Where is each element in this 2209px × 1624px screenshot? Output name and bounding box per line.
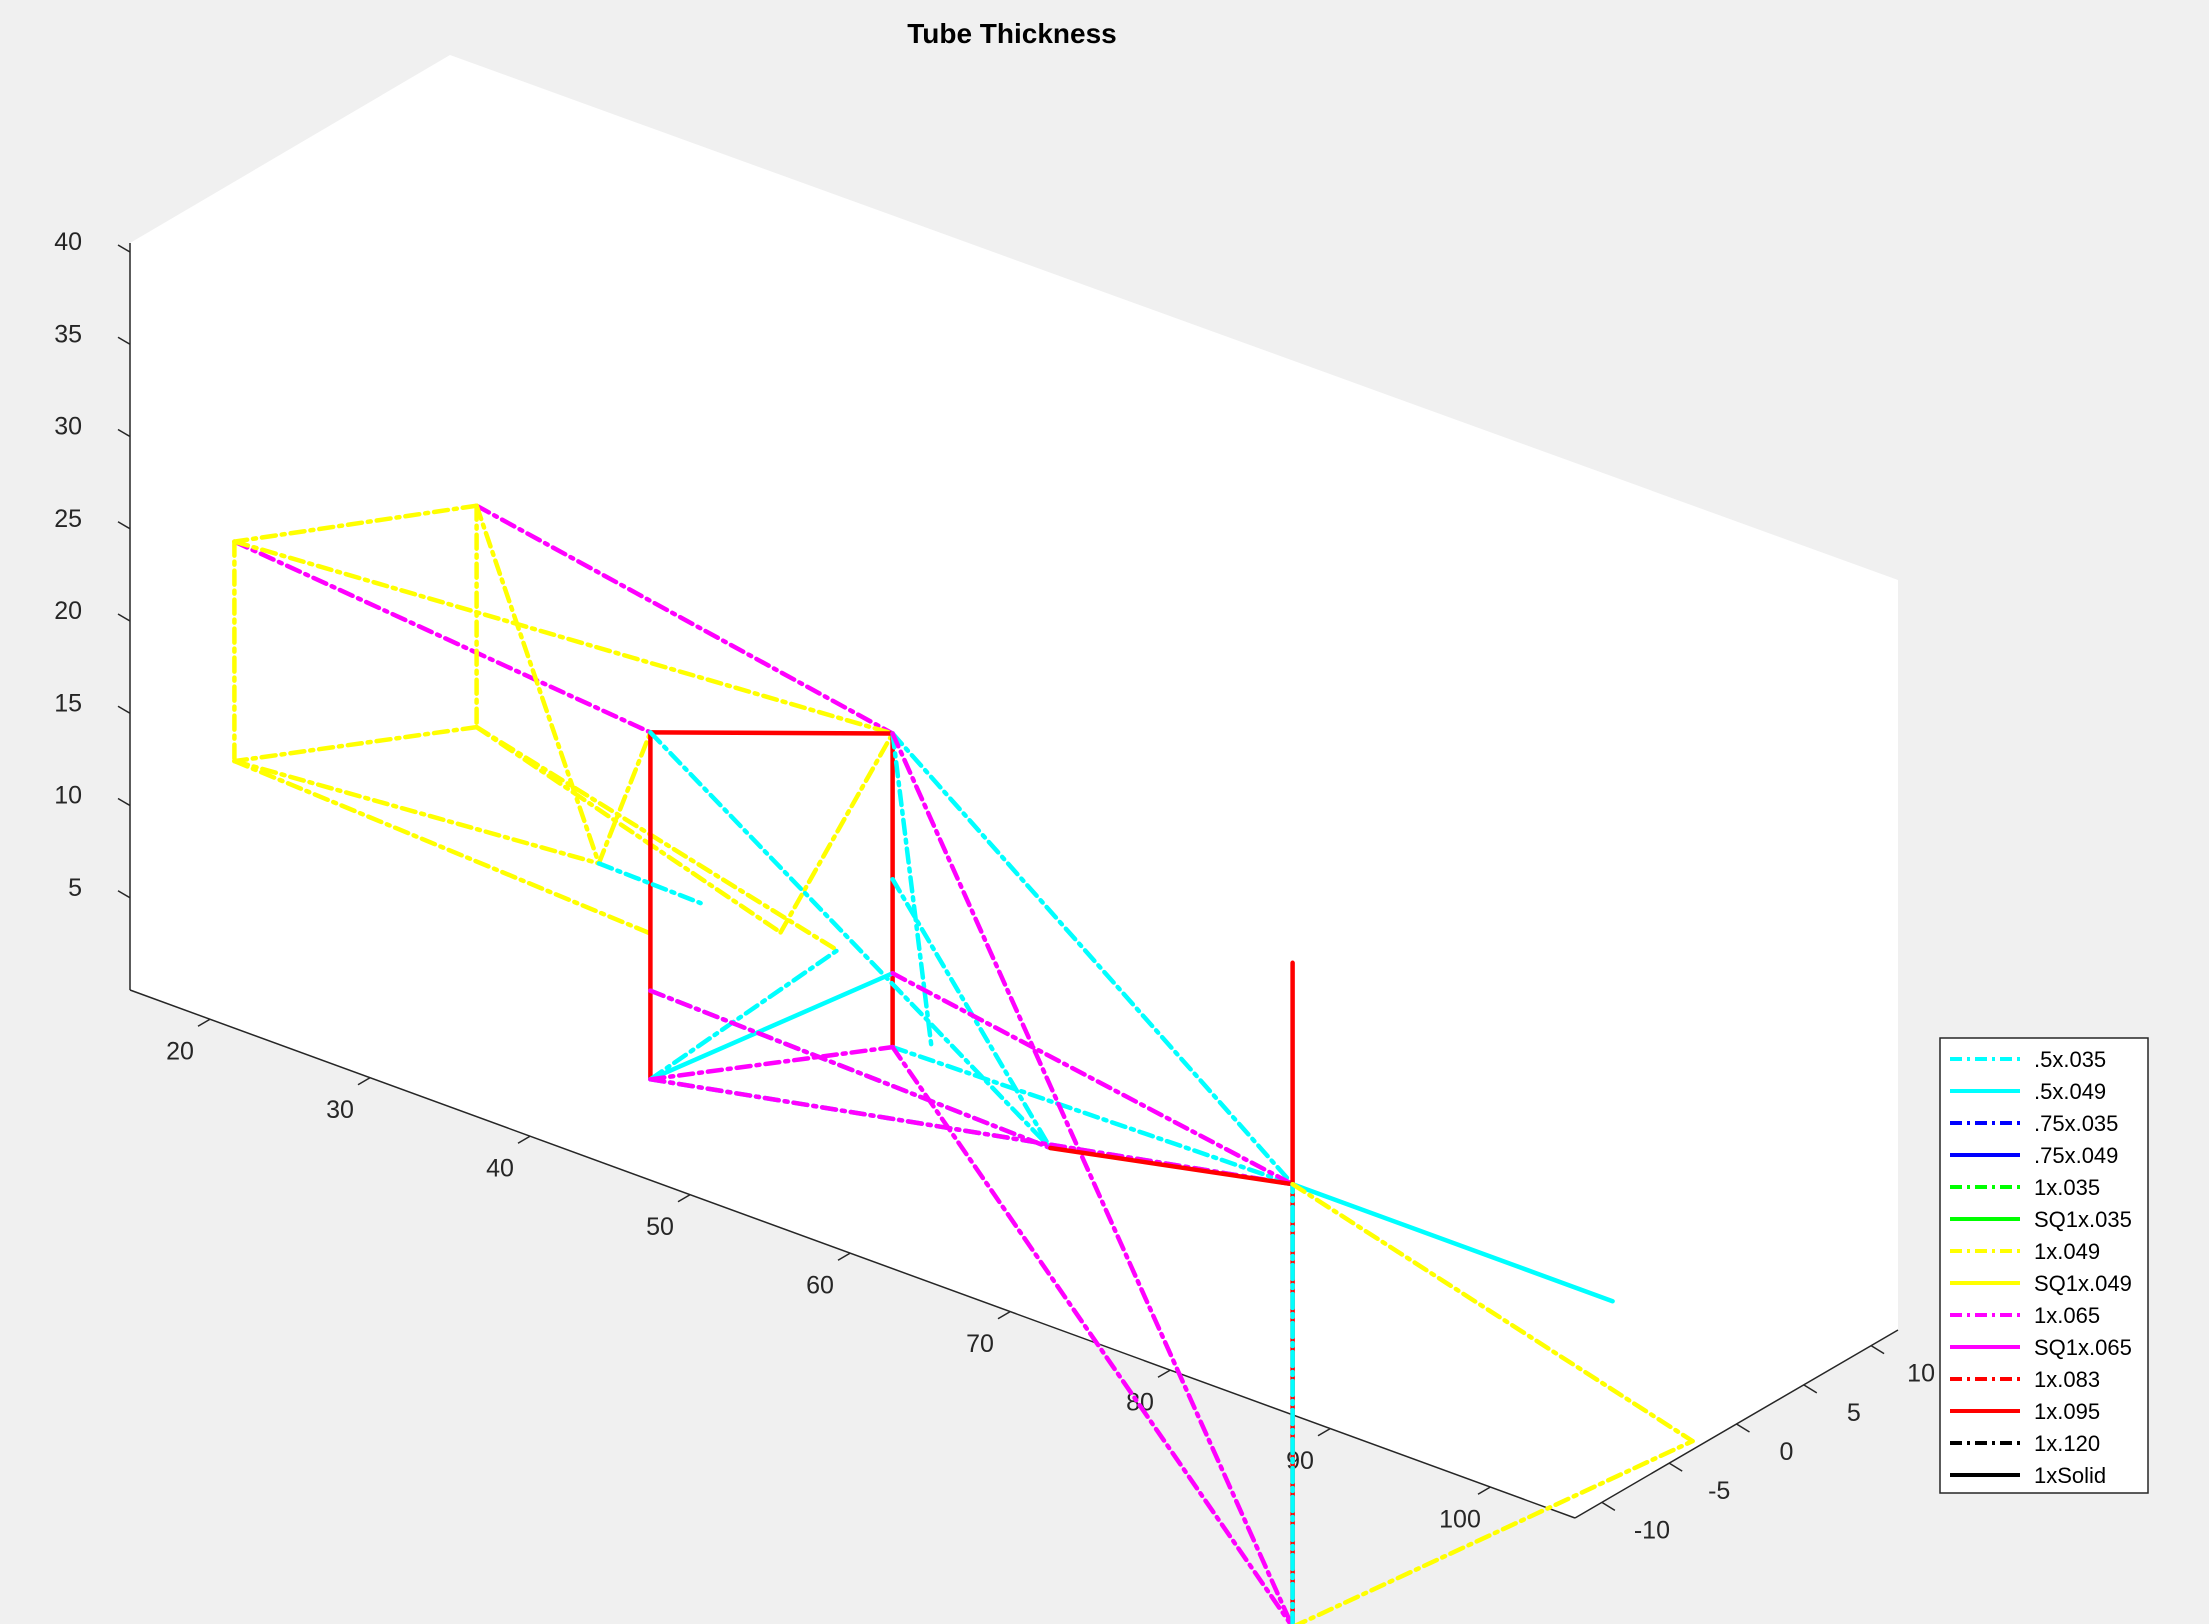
- legend-label: 1xSolid: [2034, 1463, 2106, 1488]
- tube-segment: [648, 947, 842, 1082]
- legend-label: 1x.095: [2034, 1399, 2100, 1424]
- z-tick-label: 10: [54, 782, 82, 810]
- legend-label: .5x.035: [2034, 1047, 2106, 1072]
- x-tick-mark: [1157, 1369, 1171, 1378]
- y-tick-mark: [1601, 1501, 1616, 1511]
- tube-segment: [648, 988, 1053, 1151]
- tube-segment: [474, 724, 783, 935]
- z-tick-mark: [117, 521, 131, 530]
- tube-segment: [1048, 1145, 1295, 1187]
- x-tick-mark: [357, 1077, 371, 1086]
- tube-segment: [232, 503, 479, 544]
- legend-label: 1x.120: [2034, 1431, 2100, 1456]
- wireframe: [232, 503, 1695, 1624]
- x-tick-mark: [517, 1135, 531, 1144]
- z-tick-mark: [117, 705, 131, 714]
- legend-label: .75x.035: [2034, 1111, 2118, 1136]
- z-tick-mark: [117, 797, 131, 807]
- tube-segment: [890, 731, 1294, 1624]
- x-tick-label: 40: [486, 1154, 514, 1182]
- tube-segment: [474, 724, 842, 954]
- y-tick-label: 10: [1907, 1360, 1935, 1388]
- tube-segment: [890, 1044, 1294, 1624]
- legend-label: .75x.049: [2034, 1143, 2118, 1168]
- x-tick-label: 30: [326, 1096, 354, 1124]
- z-tick-label: 30: [54, 413, 82, 441]
- tube-segment: [596, 730, 653, 866]
- x-tick-label: 50: [646, 1213, 674, 1241]
- tube-segment: [648, 971, 895, 1082]
- tube-segment: [890, 971, 1295, 1187]
- z-tick-mark: [117, 890, 131, 899]
- x-tick-mark: [1317, 1428, 1331, 1437]
- z-tick-mark: [117, 336, 131, 345]
- x-tick-label: 20: [166, 1037, 194, 1065]
- tube-segment: [890, 731, 1295, 1187]
- tube-segment: [890, 1044, 1295, 1187]
- z-tick-mark: [117, 244, 131, 253]
- tube-segment: [648, 1044, 895, 1082]
- tube-segment: [648, 730, 895, 736]
- tube-segment: [1290, 1181, 1615, 1304]
- tube-segment: [596, 861, 703, 906]
- z-tick-mark: [117, 428, 131, 438]
- x-tick-mark: [197, 1018, 211, 1027]
- z-tick-mark: [117, 613, 131, 622]
- tube-segment: [232, 758, 653, 936]
- legend-label: 1x.035: [2034, 1175, 2100, 1200]
- tube-segment: [232, 539, 895, 736]
- x-tick-label: 60: [806, 1271, 834, 1299]
- z-tick-label: 20: [54, 597, 82, 625]
- z-tick-label: 35: [54, 320, 82, 348]
- legend: .5x.035 .5x.049 .75x.035 .75x.049 1x.035 SQ1x…: [1939, 1037, 2149, 1494]
- z-tick-label: 5: [68, 874, 82, 902]
- tube-segment: [1290, 1181, 1695, 1444]
- y-tick-label: 0: [1780, 1438, 1794, 1466]
- tube-segment: [474, 503, 602, 866]
- legend-label: SQ1x.065: [2034, 1335, 2132, 1360]
- chart-title: Tube Thickness: [907, 18, 1117, 49]
- tube-segment: [1293, 1438, 1695, 1624]
- x-tick-label: 90: [1286, 1447, 1314, 1475]
- tube-segment: [232, 724, 479, 764]
- tube-segment: [890, 731, 934, 1050]
- z-tick-label: 40: [54, 228, 82, 256]
- y-tick-mark: [1870, 1345, 1885, 1355]
- tube-segment: [648, 730, 1053, 1151]
- legend-box: [1939, 1037, 2149, 1494]
- tube-segment: [232, 758, 602, 866]
- y-tick-label: 5: [1847, 1399, 1861, 1427]
- z-tick-label: 15: [54, 689, 82, 717]
- x-tick-label: 100: [1439, 1505, 1481, 1533]
- x-tick-label: 70: [966, 1330, 994, 1358]
- x-axis-line: [129, 989, 1576, 1519]
- x-tick-mark: [1477, 1486, 1491, 1495]
- tube-segment: [474, 503, 895, 736]
- tube-segment: [778, 731, 895, 935]
- y-tick-mark: [1736, 1423, 1750, 1433]
- z-tick-label: 25: [54, 505, 82, 533]
- legend-label: SQ1x.035: [2034, 1207, 2132, 1232]
- axes-box: [129, 55, 1899, 1519]
- legend-items: .5x.035 .5x.049 .75x.035 .75x.049 1x.035 SQ1x…: [1950, 1047, 2132, 1488]
- x-tick-mark: [997, 1311, 1011, 1320]
- legend-label: 1x.065: [2034, 1303, 2100, 1328]
- y-tick-mark: [1668, 1462, 1683, 1472]
- legend-label: SQ1x.049: [2034, 1271, 2132, 1296]
- y-tick-label: -5: [1708, 1477, 1730, 1505]
- back-pane: [130, 55, 1898, 1518]
- legend-label: .5x.049: [2034, 1079, 2106, 1104]
- x-tick-mark: [837, 1252, 851, 1261]
- legend-label: 1x.083: [2034, 1367, 2100, 1392]
- y-tick-mark: [1803, 1384, 1818, 1394]
- x-tick-mark: [677, 1194, 691, 1203]
- tube-segment: [232, 539, 653, 735]
- legend-label: 1x.049: [2034, 1239, 2100, 1264]
- y-tick-label: -10: [1634, 1516, 1670, 1544]
